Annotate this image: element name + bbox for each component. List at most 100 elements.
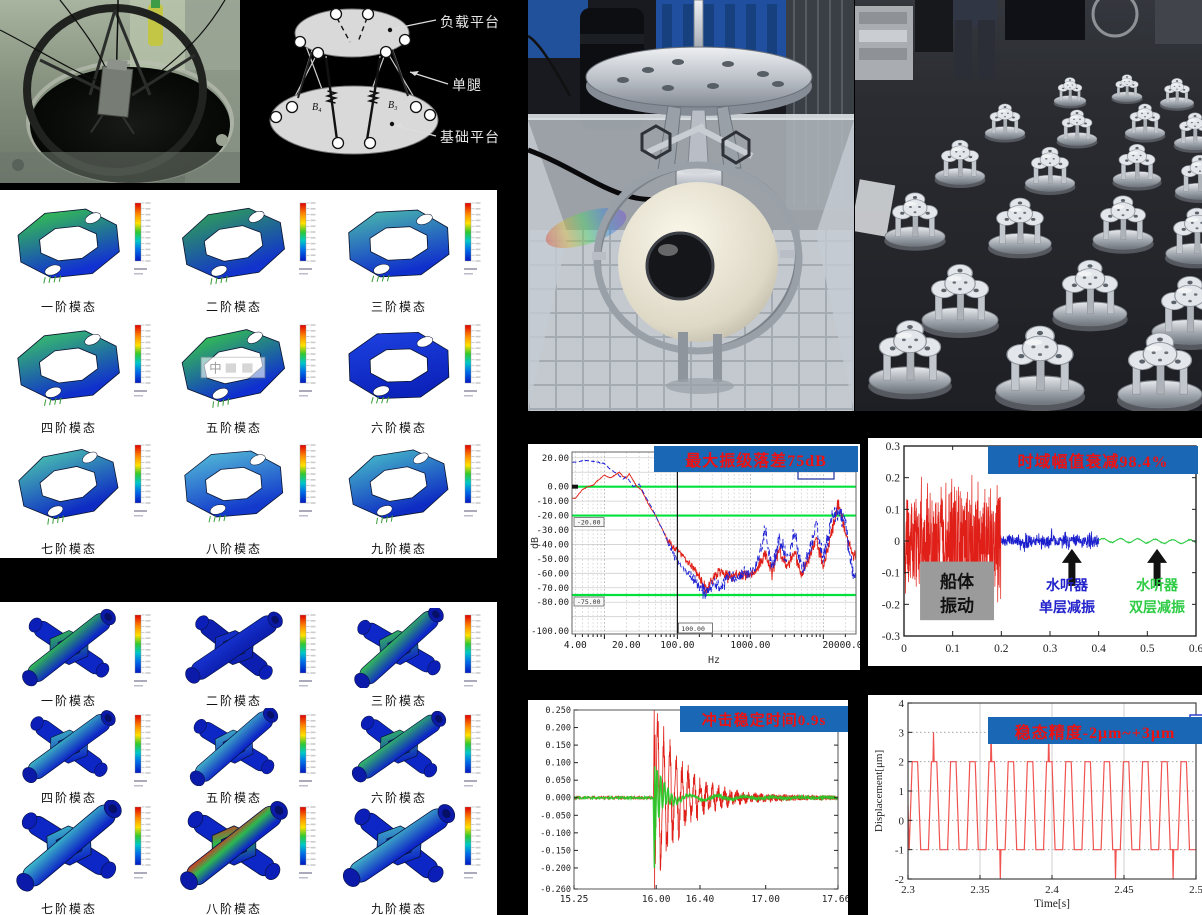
disc-hole — [772, 81, 784, 87]
modal-cell-ring — [171, 196, 317, 294]
bolt — [1193, 293, 1198, 296]
bolt — [1119, 84, 1122, 86]
colorbar-caption-glyph — [464, 780, 477, 782]
shaft-end-cap — [360, 715, 375, 730]
bolt — [958, 287, 962, 291]
colorbar-value-glyph — [475, 846, 481, 849]
shaft-end-bore — [271, 615, 279, 624]
tri-plate — [878, 320, 942, 357]
colorbar-value-glyph — [475, 737, 481, 739]
support-tick — [208, 516, 211, 523]
support-tick — [386, 274, 390, 282]
y-tick-label: -0.100 — [540, 829, 571, 839]
tank-edge — [0, 152, 240, 183]
colorbar-ramp — [134, 444, 142, 504]
ring-hole — [44, 264, 62, 276]
x-axis-label: Hz — [708, 655, 720, 666]
bolt — [958, 142, 962, 146]
x-tick-label: 0.3 — [1043, 643, 1058, 655]
modal-caption: 七阶模态 — [40, 902, 97, 915]
shaft-end-cap — [94, 762, 108, 777]
bolt — [1001, 112, 1003, 114]
colorbar-value-glyph — [475, 479, 481, 481]
tri-plate — [996, 197, 1044, 226]
colorbar-value-glyph — [310, 219, 316, 222]
isolator-device — [1053, 77, 1087, 109]
y-tick-label: -0.050 — [540, 811, 571, 821]
colorbar-value-glyph — [145, 829, 151, 831]
bolt — [1004, 217, 1009, 221]
shaft-mode-shape — [185, 611, 283, 684]
colorbar-value-glyph — [310, 649, 316, 651]
shaft-mode-shape — [351, 710, 447, 783]
x-tick-label: 0.1 — [945, 643, 960, 655]
bolt — [1003, 106, 1007, 108]
bolt — [12, 159, 24, 171]
sensor-wire — [528, 34, 572, 97]
colorbar-caption-glyph — [134, 877, 143, 879]
bolt — [918, 205, 921, 208]
modal-caption: 四阶模态 — [40, 421, 97, 435]
ring-hole — [413, 452, 429, 464]
shaft-mode-shape — [180, 801, 288, 890]
y-tick-label: -0.2 — [882, 599, 900, 611]
ring-mode-shape — [18, 449, 119, 525]
colorbar-ramp — [134, 806, 142, 866]
x-tick-label: 20000.00 — [822, 640, 860, 651]
colorbar-value-glyph — [145, 835, 151, 837]
single-layer-label: 水听器 — [1046, 577, 1089, 594]
shaft-end-bore — [108, 804, 118, 814]
brace-cylinder — [696, 125, 754, 159]
colorbar-value-glyph — [310, 490, 316, 493]
plate-highlight — [1128, 151, 1139, 155]
tri-plate — [1006, 325, 1074, 366]
x-tick-label: 0.6 — [1189, 643, 1202, 655]
modal-cell-ring — [171, 438, 317, 533]
callout-arrowhead — [410, 71, 419, 76]
colorbar-value-glyph — [310, 643, 316, 645]
callout-dot — [389, 121, 395, 127]
joint-circle — [311, 46, 325, 60]
isolator-device — [1112, 143, 1162, 191]
bolt — [1036, 330, 1044, 336]
curve-displacement — [907, 732, 1196, 880]
colorbar-value-glyph — [145, 213, 151, 216]
chart-shock-settling: 0.250 0.200 0.150 0.100 0.050 0.000 -0.050 -0.1… — [528, 700, 848, 915]
colorbar-value-glyph — [475, 473, 481, 475]
signal-double-layer — [1098, 537, 1197, 545]
colorbar-value-glyph — [145, 643, 151, 645]
hull-vibration-label: 船体 — [940, 572, 975, 592]
colorbar-value-glyph — [310, 341, 316, 344]
colorbar-caption-glyph — [464, 273, 473, 275]
colorbar-value-glyph — [145, 341, 151, 344]
bolt — [889, 346, 896, 351]
bolt — [216, 134, 228, 146]
bolt — [1068, 79, 1072, 81]
colorbar-value-glyph — [475, 649, 481, 651]
colorbar-value-glyph — [475, 835, 481, 837]
stewart-platform-diagram: B₄ B₃ 负载平台 单腿 基础平台 — [240, 0, 528, 183]
hline-label: -20.00 — [577, 519, 601, 527]
shaft-mode-figure — [189, 708, 279, 786]
plate-highlight — [1112, 204, 1125, 209]
colorbar-value-glyph — [145, 370, 151, 373]
bolt — [924, 346, 931, 351]
colorbar-value-glyph — [475, 720, 481, 722]
shaft-mode-shape — [22, 608, 116, 687]
lens-highlight — [658, 244, 678, 256]
up-arrow-icon — [1068, 561, 1076, 586]
bolt — [1037, 162, 1042, 166]
colorbar-caption-glyph — [299, 685, 308, 687]
bolt — [1120, 199, 1126, 202]
colorbar-value-glyph — [145, 766, 151, 768]
colorbar-value-glyph — [475, 864, 481, 866]
colorbar — [299, 714, 316, 787]
support-tick — [223, 514, 226, 522]
panel-stripe — [746, 4, 756, 92]
bolt — [1079, 118, 1081, 120]
shelf-item — [859, 12, 907, 24]
colorbar — [299, 324, 316, 397]
support-tick — [53, 275, 57, 283]
colorbar-value-glyph — [475, 812, 481, 814]
